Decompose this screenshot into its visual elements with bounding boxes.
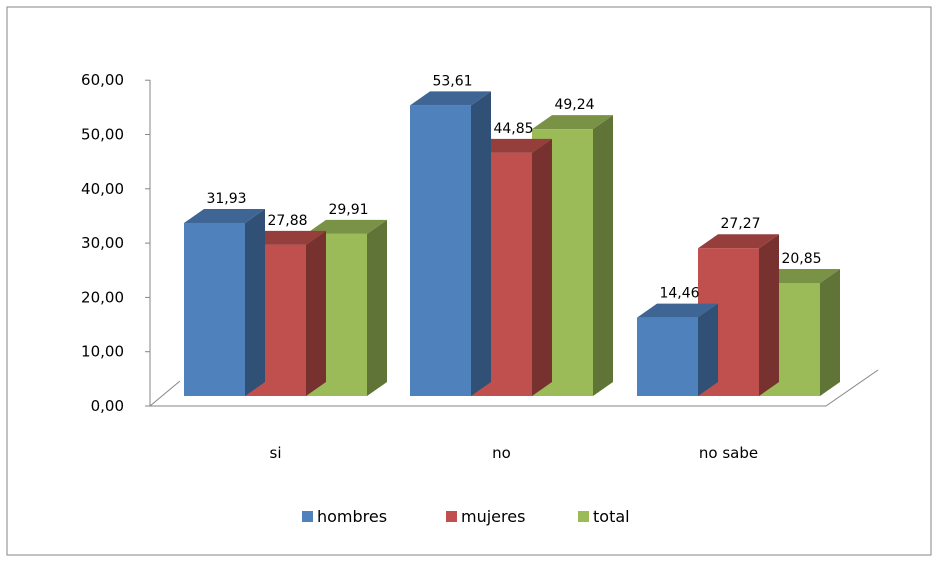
data-label: 31,93 [206,191,246,207]
bar-hombres [410,91,491,396]
y-tick-label: 50,00 [81,126,124,144]
bar-side-face [245,208,265,396]
legend-swatch [446,511,457,522]
data-label: 29,91 [328,202,368,218]
bar-side-face [698,303,718,396]
x-tick-label: no sabe [699,444,758,462]
legend-swatch [578,511,589,522]
legend-label: mujeres [461,507,525,526]
floor-side-edge [149,380,181,407]
bar-top-face [471,138,552,153]
y-tick-label: 40,00 [81,180,124,198]
bar-side-face [759,234,779,396]
bar-top-face [698,234,779,249]
data-label: 44,85 [493,121,533,137]
bar-top-face [759,268,840,283]
legend-swatch [302,511,313,522]
y-tick-label: 20,00 [81,288,124,306]
data-label: 53,61 [432,73,472,89]
data-label: 27,88 [267,213,307,229]
bar-hombres [637,303,718,396]
bar-side-face [367,219,387,396]
y-tick-label: 30,00 [81,234,124,252]
bar-front-face [637,317,698,396]
legend-label: total [593,507,630,526]
legend-item-hombres: hombres [302,507,387,526]
data-label: 20,85 [781,251,821,267]
axis-layer: 0,00 10,00 20,00 30,00 40,00 50,00 60,00 si no no… [81,71,879,462]
bar-side-face [532,138,552,396]
bar-top-face [306,219,387,234]
bar-side-face [820,268,840,396]
y-tick-label: 0,00 [91,397,124,415]
y-tick-label: 10,00 [81,343,124,361]
bar-side-face [306,230,326,396]
x-tick-label: si [270,444,282,462]
bar-top-face [184,208,265,223]
data-label: 27,27 [720,216,760,232]
bar-top-face [637,303,718,318]
x-tick-label: no [492,444,511,462]
legend-item-mujeres: mujeres [446,507,525,526]
floor-front-edge [150,369,879,407]
legend-label: hombres [317,507,387,526]
y-tick-label: 60,00 [81,71,124,89]
bar-hombres [184,208,265,396]
labels-layer: 31,93 27,88 29,91 53,61 44,85 49,24 14,46 27,27… [206,73,821,301]
bar-top-face [245,230,326,245]
legend-item-total: total [578,507,630,526]
bars-layer [184,91,840,396]
bar-front-face [410,105,471,396]
bar-side-face [471,91,491,396]
data-label: 14,46 [659,286,699,302]
bar-front-face [184,222,245,396]
legend: hombres mujeres total [302,507,630,526]
bar-side-face [593,115,613,396]
bar-top-face [532,115,613,130]
data-label: 49,24 [554,97,594,113]
bar-top-face [410,91,491,106]
